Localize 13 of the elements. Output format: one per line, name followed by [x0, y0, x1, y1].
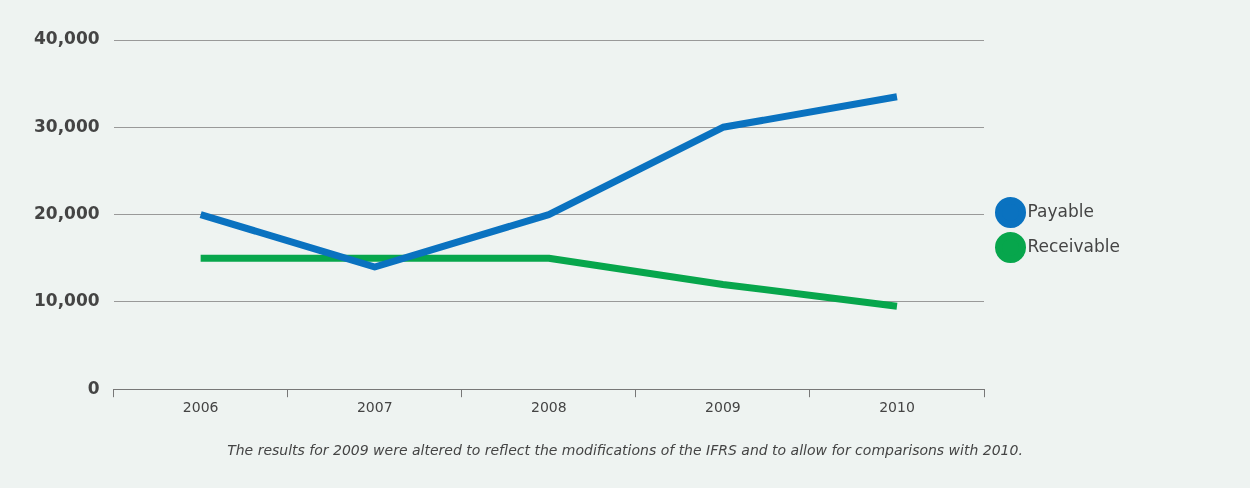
y-tick-label: 20,000	[33, 203, 100, 224]
x-tick-label: 2008	[530, 399, 567, 416]
x-tick-label: 2007	[356, 399, 393, 416]
y-tick-label: 10,000	[33, 290, 100, 311]
text: The results for 2009 were altered to reflect the modifications of the IFRS and to allow for comparisons with 2010.	[226, 442, 1024, 458]
legend-label: Payable	[1027, 200, 1094, 221]
x-tick-label: 2010	[879, 399, 915, 416]
x-tick-label: 2006	[182, 399, 219, 416]
y-tick-label: 0	[87, 377, 100, 398]
legend-label: Receivable	[1027, 235, 1121, 256]
y-tick-label: 30,000	[33, 115, 100, 136]
x-tick-label: 2009	[705, 399, 741, 416]
y-tick-label: 40,000	[33, 28, 100, 49]
